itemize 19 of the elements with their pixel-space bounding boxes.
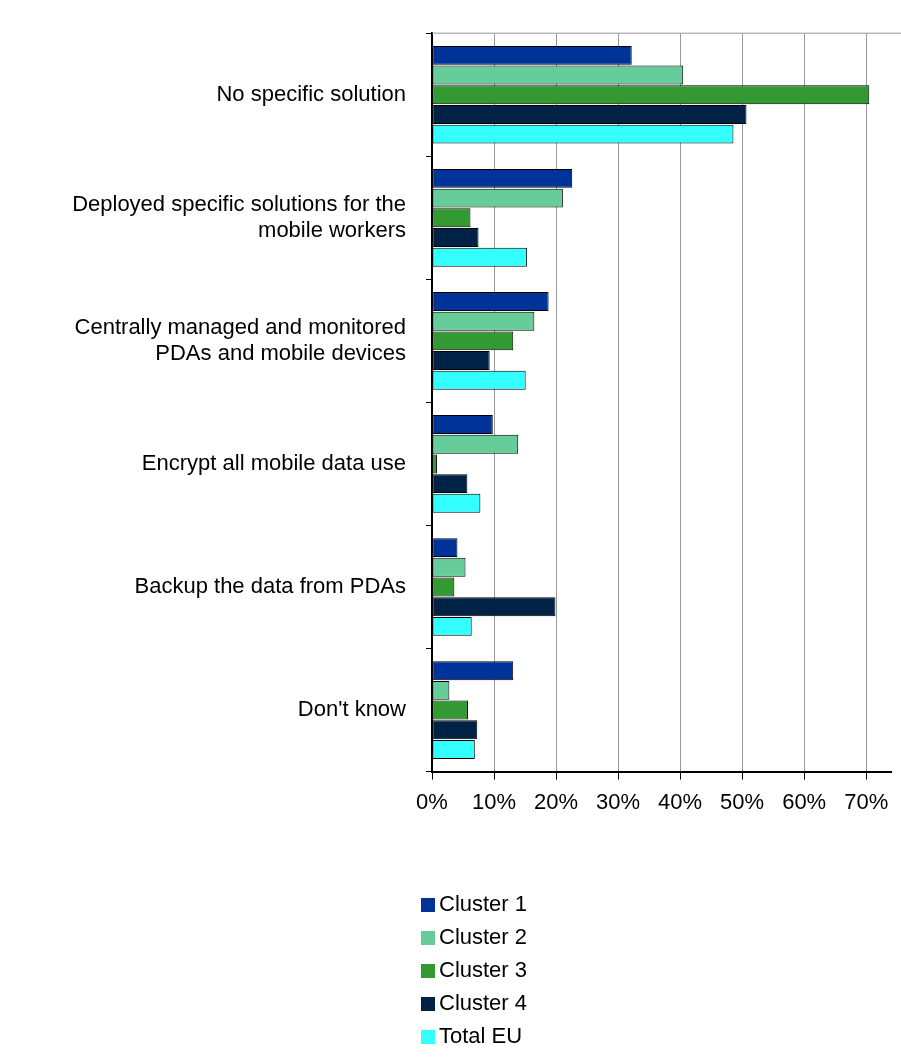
legend-label: Cluster 2: [439, 924, 528, 950]
x-tick-label: 10%: [472, 788, 517, 814]
y-tick-label: No specific solution: [216, 80, 406, 106]
x-tick-label: 40%: [658, 788, 703, 814]
y-tick-label: Centrally managed and monitored PDAs and mobile devices: [74, 313, 406, 366]
y-tick-label: Encrypt all mobile data use: [141, 450, 406, 475]
x-tick-label: 50%: [720, 788, 765, 814]
y-tick-label: Backup the data from PDAs: [134, 573, 406, 599]
x-tick-label: 70%: [844, 788, 889, 814]
legend-label: Cluster 3: [439, 957, 528, 983]
y-tick-label: Don't know: [297, 696, 407, 722]
y-tick-label: Deployed specific solutions for the mobile workers: [72, 190, 406, 243]
legend-label: Cluster 4: [439, 990, 528, 1016]
legend-label: Cluster 1: [439, 891, 528, 917]
legend-label: Total EU: [439, 1023, 523, 1049]
x-tick-label: 30%: [596, 788, 641, 814]
x-tick-label: 60%: [782, 788, 827, 814]
x-tick-label: 0%: [416, 788, 448, 814]
x-tick-label: 20%: [534, 788, 579, 814]
